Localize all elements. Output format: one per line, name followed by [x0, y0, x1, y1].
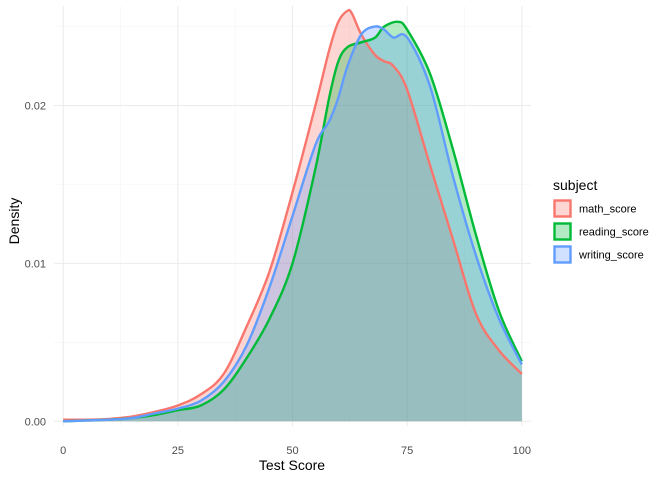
- x-axis-ticks: 0 25 50 75 100: [60, 445, 531, 457]
- x-tick-label: 75: [401, 445, 413, 457]
- density-line-reading-score: [63, 20, 523, 423]
- x-tick-label: 0: [60, 445, 66, 457]
- legend-title: subject: [553, 177, 597, 193]
- density-line-writing-score: [63, 25, 523, 423]
- legend-label-math-score: math_score: [579, 204, 636, 216]
- x-tick-label: 100: [513, 445, 531, 457]
- legend-label-writing-score: writing_score: [578, 250, 644, 262]
- y-tick-label: 0.02: [25, 100, 46, 112]
- legend: subject math_score reading_score writing_s…: [553, 177, 649, 264]
- legend-label-reading-score: reading_score: [579, 227, 649, 239]
- plot-panel: [54, 6, 531, 426]
- legend-key-reading-score: [553, 222, 572, 241]
- x-tick-label: 50: [286, 445, 298, 457]
- y-axis-title: Density: [6, 198, 22, 245]
- legend-items: math_score reading_score writing_score: [553, 199, 649, 264]
- density-line-math-score: [63, 8, 523, 421]
- legend-key-math-score: [553, 199, 572, 218]
- x-tick-label: 25: [172, 445, 184, 457]
- y-axis-ticks: 0.00 0.01 0.02: [25, 100, 46, 428]
- legend-key-writing-score: [553, 245, 572, 264]
- y-tick-label: 0.00: [25, 416, 46, 428]
- density-area-reading-score: [63, 21, 522, 422]
- x-axis-title: Test Score: [259, 457, 325, 473]
- density-lines: [63, 8, 523, 423]
- y-tick-label: 0.01: [25, 258, 46, 270]
- density-area-writing-score: [63, 26, 522, 422]
